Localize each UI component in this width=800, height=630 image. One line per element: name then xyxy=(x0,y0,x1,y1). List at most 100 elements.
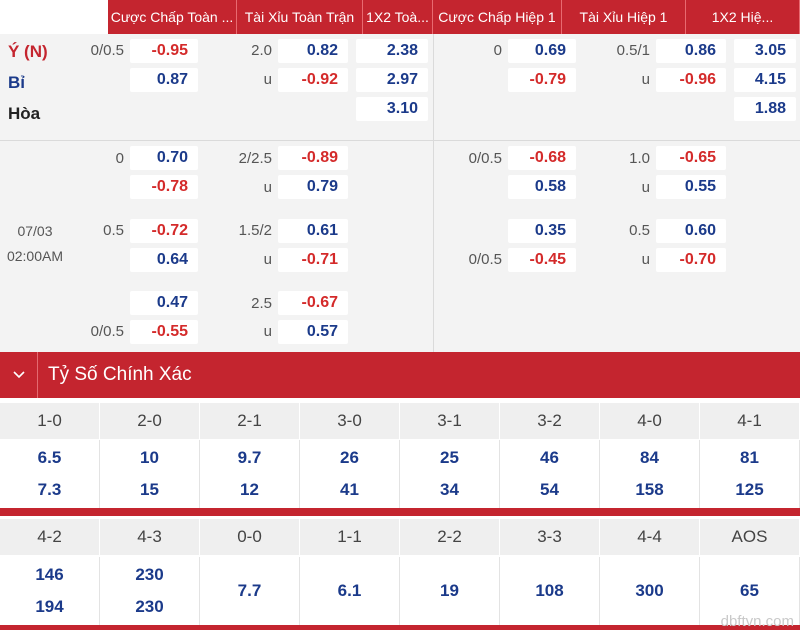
section-separator xyxy=(0,625,800,630)
odds-cell[interactable]: -0.55 xyxy=(130,320,198,344)
score-odds-value[interactable]: 6.5 xyxy=(37,448,62,467)
score-odds-value[interactable]: 125 xyxy=(735,480,764,499)
section-separator xyxy=(0,508,800,516)
odds-cell[interactable]: 0.70 xyxy=(130,146,198,170)
odds-cell[interactable]: 0.86 xyxy=(656,39,726,63)
score-label: 4-0 xyxy=(600,403,700,439)
odds-cell[interactable]: -0.45 xyxy=(508,248,576,272)
score-odds-value[interactable]: 194 xyxy=(35,597,64,616)
odds-cell[interactable]: 0.64 xyxy=(130,248,198,272)
score-odds-cell[interactable]: 84 158 xyxy=(600,440,700,508)
score-odds-cell[interactable]: 19 xyxy=(400,557,500,625)
odds-cell[interactable]: -0.79 xyxy=(508,68,576,92)
odds-cell[interactable]: 0.60 xyxy=(656,219,726,243)
score-label: 1-1 xyxy=(300,519,400,555)
score-odds-value[interactable]: 12 xyxy=(240,480,259,499)
score-odds-value[interactable]: 7.3 xyxy=(37,480,62,499)
odds-cell[interactable]: 1.88 xyxy=(734,97,796,121)
score-odds-cell[interactable]: 81 125 xyxy=(700,440,800,508)
odds-cell[interactable]: -0.89 xyxy=(278,146,348,170)
odds-cell[interactable]: 0.57 xyxy=(278,320,348,344)
score-odds-value[interactable]: 15 xyxy=(140,480,159,499)
score-odds-cell[interactable]: 10 15 xyxy=(100,440,200,508)
odds-cell[interactable]: -0.96 xyxy=(656,68,726,92)
correct-score-header[interactable]: Tỷ Số Chính Xác xyxy=(0,352,800,398)
odds-cell[interactable]: 0.61 xyxy=(278,219,348,243)
score-odds-cell[interactable]: 6.5 7.3 xyxy=(0,440,100,508)
score-odds-cell[interactable]: 9.7 12 xyxy=(200,440,300,508)
score-label: 1-0 xyxy=(0,403,100,439)
score-odds-value[interactable]: 230 xyxy=(135,597,164,616)
score-odds-cell[interactable]: 6.1 xyxy=(300,557,400,625)
odds-cell[interactable]: -0.78 xyxy=(130,175,198,199)
score-odds-value[interactable]: 34 xyxy=(440,480,459,499)
score-odds-value[interactable]: 25 xyxy=(440,448,459,467)
score-odds-value[interactable]: 6.1 xyxy=(337,581,362,600)
odds-cell[interactable]: 0.47 xyxy=(130,291,198,315)
hdp-line: 0 xyxy=(115,150,124,167)
score-odds-cell[interactable]: 7.7 xyxy=(200,557,300,625)
score-odds-value[interactable]: 230 xyxy=(135,565,164,584)
score-odds-value[interactable]: 19 xyxy=(440,581,459,600)
score-odds-value[interactable]: 10 xyxy=(140,448,159,467)
score-odds-value[interactable]: 41 xyxy=(340,480,359,499)
odds-cell[interactable]: -0.95 xyxy=(130,39,198,63)
odds-cell[interactable]: 0.87 xyxy=(130,68,198,92)
score-odds-value[interactable]: 300 xyxy=(635,581,664,600)
header-1x2-half[interactable]: 1X2 Hiệ... xyxy=(686,0,800,34)
odds-cell[interactable]: -0.92 xyxy=(278,68,348,92)
team-away: Bỉ xyxy=(8,73,25,92)
score-header-row: 4-2 4-3 0-0 1-1 2-2 3-3 4-4 AOS xyxy=(0,519,800,555)
odds-cell[interactable]: -0.67 xyxy=(278,291,348,315)
score-odds-value[interactable]: 108 xyxy=(535,581,564,600)
odds-cell[interactable]: -0.65 xyxy=(656,146,726,170)
score-odds-cell[interactable]: 230 230 xyxy=(100,557,200,625)
under-label: u xyxy=(641,71,650,88)
score-odds-cell[interactable]: 146 194 xyxy=(0,557,100,625)
odds-cell[interactable]: -0.70 xyxy=(656,248,726,272)
score-odds-cell[interactable]: 26 41 xyxy=(300,440,400,508)
odds-cell[interactable]: 0.58 xyxy=(508,175,576,199)
header-1x2-full[interactable]: 1X2 Toà... xyxy=(363,0,433,34)
odds-cell[interactable]: 3.05 xyxy=(734,39,796,63)
score-label: 3-3 xyxy=(500,519,600,555)
score-label: 2-0 xyxy=(100,403,200,439)
header-hdp-full[interactable]: Cược Chấp Toàn ... xyxy=(108,0,237,34)
odds-cell[interactable]: 2.97 xyxy=(356,68,428,92)
score-odds-value[interactable]: 26 xyxy=(340,448,359,467)
score-odds-value[interactable]: 54 xyxy=(540,480,559,499)
correct-score-title: Tỷ Số Chính Xác xyxy=(48,364,192,385)
odds-cell[interactable]: 0.79 xyxy=(278,175,348,199)
score-label: AOS xyxy=(700,519,800,555)
header-spacer xyxy=(0,0,108,34)
score-odds-value[interactable]: 81 xyxy=(740,448,759,467)
hdp-line: 0/0.5 xyxy=(90,42,124,59)
header-hdp-half[interactable]: Cược Chấp Hiệp 1 xyxy=(433,0,562,34)
odds-cell[interactable]: -0.72 xyxy=(130,219,198,243)
score-odds-value[interactable]: 9.7 xyxy=(237,448,262,467)
odds-cell[interactable]: 0.55 xyxy=(656,175,726,199)
score-odds-cell[interactable]: 46 54 xyxy=(500,440,600,508)
ou-line: 0.5/1 xyxy=(616,42,650,59)
odds-cell[interactable]: 4.15 xyxy=(734,68,796,92)
chevron-down-icon[interactable] xyxy=(0,352,38,398)
hdp-line: 0/0.5 xyxy=(468,150,502,167)
odds-cell[interactable]: 2.38 xyxy=(356,39,428,63)
score-odds-cell[interactable]: 300 xyxy=(600,557,700,625)
header-ou-half[interactable]: Tài Xỉu Hiệp 1 xyxy=(562,0,686,34)
odds-cell[interactable]: 3.10 xyxy=(356,97,428,121)
header-ou-full[interactable]: Tài Xỉu Toàn Trận xyxy=(237,0,363,34)
score-odds-cell[interactable]: 108 xyxy=(500,557,600,625)
score-odds-value[interactable]: 146 xyxy=(35,565,64,584)
score-odds-value[interactable]: 7.7 xyxy=(237,581,262,600)
score-odds-value[interactable]: 158 xyxy=(635,480,664,499)
score-odds-value[interactable]: 84 xyxy=(640,448,659,467)
score-odds-cell[interactable]: 25 34 xyxy=(400,440,500,508)
odds-cell[interactable]: -0.71 xyxy=(278,248,348,272)
odds-cell[interactable]: -0.68 xyxy=(508,146,576,170)
score-odds-value[interactable]: 46 xyxy=(540,448,559,467)
odds-cell[interactable]: 0.69 xyxy=(508,39,576,63)
score-odds-value[interactable]: 65 xyxy=(740,581,759,600)
odds-cell[interactable]: 0.82 xyxy=(278,39,348,63)
odds-cell[interactable]: 0.35 xyxy=(508,219,576,243)
